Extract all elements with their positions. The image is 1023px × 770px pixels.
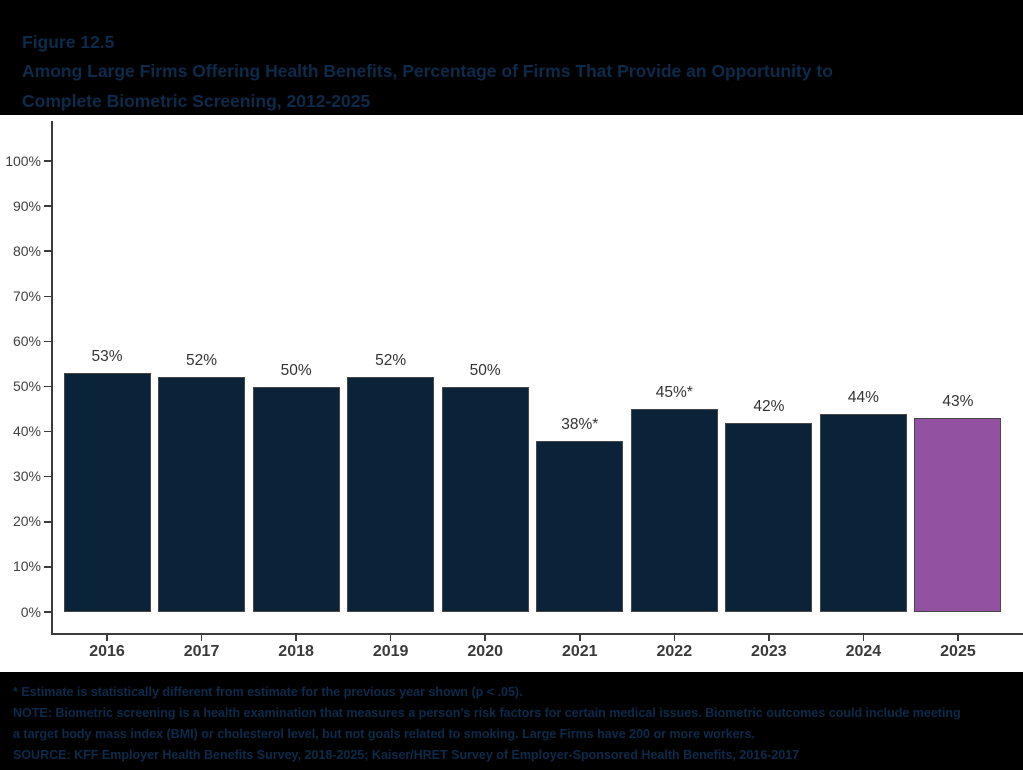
- x-tick-mark: [484, 634, 486, 641]
- y-tick-label: 90%: [12, 197, 41, 214]
- significance-note: * Estimate is statistically different fr…: [13, 685, 523, 699]
- x-axis-year-label: 2020: [467, 643, 503, 660]
- source-text: SOURCE: KFF Employer Health Benefits Sur…: [13, 748, 800, 762]
- y-tick-label: 40%: [12, 423, 41, 440]
- bar-value-label: 50%: [280, 361, 312, 379]
- x-tick-mark: [957, 634, 959, 641]
- y-tick-label: 30%: [12, 468, 41, 485]
- bar: [63, 372, 151, 612]
- y-tick-label: 10%: [12, 558, 41, 575]
- x-axis-year-label: 2023: [751, 643, 787, 660]
- x-axis-year-label: 2018: [278, 643, 314, 660]
- y-tick-mark: [44, 295, 51, 298]
- figure-number: Figure 12.5: [22, 32, 115, 52]
- note-text: NOTE: Biometric screening is a health ex…: [13, 706, 961, 741]
- bar: [630, 409, 718, 612]
- x-tick-mark: [862, 634, 865, 641]
- y-tick-mark: [44, 611, 51, 613]
- chart-title: Among Large Firms Offering Health Benefi…: [22, 61, 833, 111]
- title-band: Figure 12.5 Among Large Firms Offering H…: [0, 0, 1023, 115]
- y-tick-label: 50%: [12, 378, 41, 394]
- bar: [914, 418, 1002, 612]
- bar: [819, 413, 907, 612]
- y-tick-label: 80%: [12, 242, 41, 259]
- x-axis-year-label: 2021: [561, 643, 598, 660]
- y-tick-mark: [44, 250, 51, 252]
- y-tick-mark: [44, 160, 51, 162]
- y-tick-label: 70%: [12, 287, 41, 304]
- plot-area: 0% 10% 20% 30% 40% 50% 60% 70% 80% 90% 100% 53% 2016…: [0, 115, 1023, 672]
- y-tick-label: 100%: [5, 152, 41, 169]
- bar-value-label: 44%: [847, 388, 879, 406]
- x-tick-mark: [579, 634, 581, 641]
- x-tick-mark: [673, 634, 676, 641]
- y-tick-label: 0%: [20, 603, 41, 620]
- y-tick-mark: [44, 521, 51, 523]
- bar: [536, 440, 624, 612]
- y-axis-line: [51, 121, 53, 634]
- x-axis-year-label: 2016: [89, 643, 125, 660]
- x-tick-mark: [768, 634, 770, 641]
- bar: [252, 386, 340, 612]
- bar-value-label: 42%: [753, 397, 785, 415]
- bar-value-label: 50%: [469, 361, 501, 379]
- bar: [158, 377, 246, 612]
- bar-value-label: 43%: [942, 393, 974, 411]
- x-axis-line: [51, 633, 1023, 635]
- x-axis-year-label: 2024: [845, 643, 882, 660]
- bar-value-label: 52%: [186, 352, 218, 370]
- y-tick-mark: [44, 205, 51, 207]
- x-axis-year-label: 2017: [183, 643, 220, 660]
- y-tick-label: 20%: [12, 513, 41, 530]
- x-tick-mark: [295, 634, 297, 641]
- bar-value-label: 52%: [375, 352, 407, 370]
- x-tick-mark: [106, 634, 108, 641]
- x-axis-year-label: 2019: [372, 643, 409, 660]
- y-tick-mark: [44, 430, 51, 433]
- x-tick-mark: [389, 634, 392, 641]
- bar: [725, 422, 813, 612]
- bar-value-label: 45%*: [655, 384, 693, 402]
- y-tick-label: 60%: [12, 332, 41, 349]
- y-tick-mark: [44, 566, 51, 568]
- x-axis-year-label: 2025: [940, 643, 976, 660]
- x-axis-year-label: 2022: [656, 643, 693, 660]
- y-tick-mark: [44, 340, 51, 343]
- y-tick-mark: [44, 475, 51, 478]
- bar-value-label: 53%: [91, 347, 123, 365]
- footnote-band: * Estimate is statistically different fr…: [0, 672, 1023, 770]
- bar: [347, 377, 435, 612]
- bar-value-label: 38%*: [561, 415, 599, 433]
- y-tick-mark: [44, 385, 51, 388]
- x-tick-mark: [200, 634, 203, 641]
- bar: [441, 386, 529, 612]
